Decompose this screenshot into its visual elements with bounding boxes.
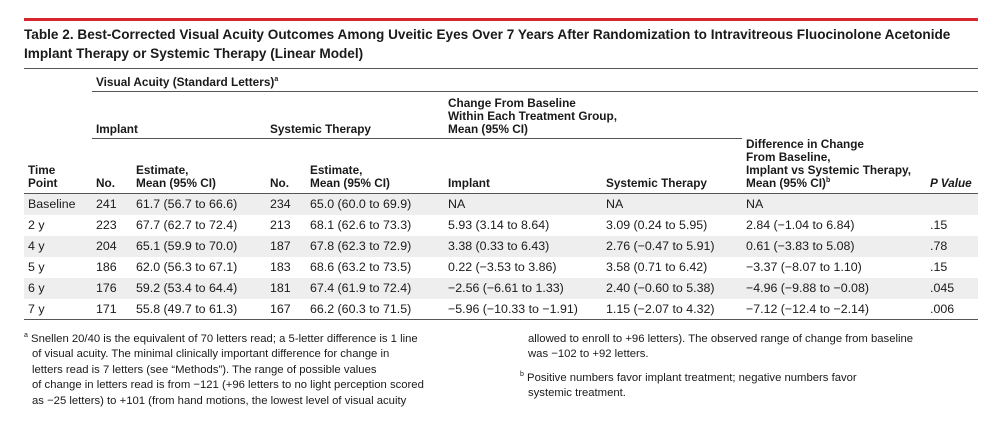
footnote-b: b Positive numbers favor implant treatme… xyxy=(520,371,857,400)
implant-estimate-cell: 59.2 (53.4 to 64.4) xyxy=(136,281,238,295)
time-point-cell: 2 y xyxy=(28,218,45,232)
systemic-no-cell: 234 xyxy=(270,197,291,212)
change-implant-cell: −5.96 (−10.33 to −1.91) xyxy=(448,301,578,316)
implant-estimate-cell: 65.1 (59.9 to 70.0) xyxy=(136,239,238,253)
implant-estimate-header: Estimate, Mean (95% CI) xyxy=(136,163,216,190)
table-row: 7 y 171 55.8 (49.7 to 61.3) 167 66.2 (60.3 t… xyxy=(24,298,979,320)
table-container: Table 2. Best-Corrected Visual Acuity Ou… xyxy=(24,18,979,320)
time-point-cell: 4 y xyxy=(28,239,45,253)
p-value-cell: .78 xyxy=(930,239,948,253)
implant-estimate-cell: 67.7 (62.7 to 72.4) xyxy=(136,218,238,232)
change-implant-header: Implant xyxy=(448,176,490,190)
difference-cell: 0.61 (−3.83 to 5.08) xyxy=(746,239,855,253)
implant-no-cell: 171 xyxy=(96,301,117,316)
change-implant-cell: NA xyxy=(448,197,466,212)
change-systemic-cell: 2.76 (−0.47 to 5.91) xyxy=(606,239,715,253)
change-systemic-cell: 1.15 (−2.07 to 4.32) xyxy=(606,301,715,316)
systemic-estimate-cell: 68.6 (63.2 to 73.5) xyxy=(310,260,412,274)
difference-cell: −7.12 (−12.4 to −2.14) xyxy=(746,301,869,316)
systemic-no-header: No. xyxy=(270,176,290,190)
table-title: Table 2. Best-Corrected Visual Acuity Ou… xyxy=(24,25,978,69)
implant-header: Implant xyxy=(92,91,266,139)
difference-cell: NA xyxy=(746,197,764,212)
implant-estimate-cell: 62.0 (56.3 to 67.1) xyxy=(136,260,238,274)
change-systemic-cell: 3.09 (0.24 to 5.95) xyxy=(606,218,708,232)
title-rule xyxy=(24,18,978,21)
implant-no-cell: 204 xyxy=(96,239,117,253)
systemic-no-cell: 167 xyxy=(270,301,291,316)
table-row: 4 y 204 65.1 (59.9 to 70.0) 187 67.8 (62.3 t… xyxy=(24,235,979,257)
footnote-a-continued: allowed to enroll to +96 letters). The o… xyxy=(520,332,978,402)
time-point-cell: 5 y xyxy=(28,260,45,274)
table-row: 5 y 186 62.0 (56.3 to 67.1) 183 68.6 (63.2 t… xyxy=(24,256,979,278)
systemic-estimate-cell: 68.1 (62.6 to 73.3) xyxy=(310,218,412,232)
systemic-estimate-cell: 67.8 (62.3 to 72.9) xyxy=(310,239,412,253)
table-row: 2 y 223 67.7 (62.7 to 72.4) 213 68.1 (62.6 t… xyxy=(24,214,979,236)
outcomes-table: Visual Acuity (Standard Letters)a Implan… xyxy=(24,69,979,320)
systemic-estimate-cell: 65.0 (60.0 to 69.9) xyxy=(310,197,412,212)
p-value-cell xyxy=(926,194,978,215)
p-value-header: P Value xyxy=(930,176,972,190)
implant-no-header: No. xyxy=(96,176,116,190)
systemic-estimate-cell: 67.4 (61.9 to 72.4) xyxy=(310,281,412,295)
change-implant-cell: −2.56 (−6.61 to 1.33) xyxy=(448,281,564,295)
time-point-cell: 7 y xyxy=(28,301,45,316)
implant-no-cell: 176 xyxy=(96,281,117,295)
implant-no-cell: 241 xyxy=(96,197,117,212)
difference-cell: −3.37 (−8.07 to 1.10) xyxy=(746,260,862,274)
p-value-cell: .045 xyxy=(930,281,955,295)
table-row: 6 y 176 59.2 (53.4 to 64.4) 181 67.4 (61.9 t… xyxy=(24,277,979,299)
implant-estimate-cell: 61.7 (56.7 to 66.6) xyxy=(136,197,238,212)
systemic-estimate-cell: 66.2 (60.3 to 71.5) xyxy=(310,301,412,316)
systemic-no-cell: 183 xyxy=(270,260,291,274)
footnote-a: a Snellen 20/40 is the equivalent of 70 … xyxy=(24,332,424,407)
systemic-no-cell: 187 xyxy=(270,239,291,253)
change-systemic-cell: NA xyxy=(606,197,624,212)
change-implant-cell: 3.38 (0.33 to 6.43) xyxy=(448,239,550,253)
implant-estimate-cell: 55.8 (49.7 to 61.3) xyxy=(136,301,238,316)
time-point-cell: 6 y xyxy=(28,281,45,295)
change-group-header: Change From Baseline Within Each Treatme… xyxy=(444,91,742,139)
time-point-cell: Baseline xyxy=(28,197,76,212)
p-value-cell: .15 xyxy=(930,218,948,232)
systemic-header: Systemic Therapy xyxy=(266,91,444,139)
change-systemic-cell: 2.40 (−0.60 to 5.38) xyxy=(606,281,715,295)
difference-cell: 2.84 (−1.04 to 6.84) xyxy=(746,218,855,232)
systemic-estimate-header: Estimate, Mean (95% CI) xyxy=(310,163,390,190)
difference-cell: −4.96 (−9.88 to −0.08) xyxy=(746,281,869,295)
change-implant-cell: 0.22 (−3.53 to 3.86) xyxy=(448,260,557,274)
change-systemic-cell: 3.58 (0.71 to 6.42) xyxy=(606,260,708,274)
systemic-no-cell: 181 xyxy=(270,281,291,295)
change-implant-cell: 5.93 (3.14 to 8.64) xyxy=(448,218,550,232)
implant-no-cell: 223 xyxy=(96,218,117,232)
change-systemic-header: Systemic Therapy xyxy=(606,176,707,190)
va-group-header: Visual Acuity (Standard Letters)a xyxy=(92,69,979,92)
table-row: Baseline 241 61.7 (56.7 to 66.6) 234 65.0 (6… xyxy=(24,193,979,215)
implant-no-cell: 186 xyxy=(96,260,117,274)
systemic-no-cell: 213 xyxy=(270,218,291,232)
p-value-cell: .15 xyxy=(930,260,948,274)
time-point-header: Time Point xyxy=(28,163,58,190)
difference-header: Difference in Change From Baseline, Impl… xyxy=(746,137,912,190)
p-value-cell: .006 xyxy=(930,301,955,316)
